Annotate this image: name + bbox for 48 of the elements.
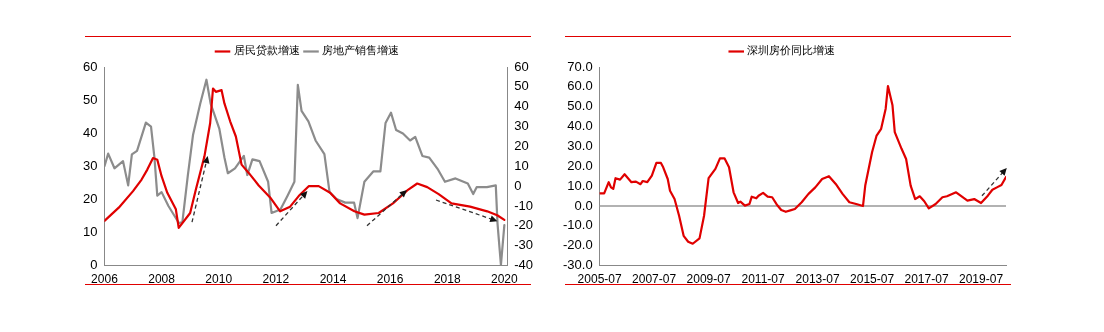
x-tick-label: 2015-07 [850,272,895,287]
x-tick-label: 2017-07 [904,272,949,287]
legend-label: 房地产销售增速 [322,44,399,58]
x-tick-label: 2006 [91,272,119,287]
y-tick-label: 20.0 [567,157,593,173]
x-tick-label: 2009-07 [686,272,731,287]
y-tick-label: -30.0 [562,257,593,273]
y2-tick-label: -30 [514,237,534,253]
x-tick-label: 2019-07 [959,272,1004,287]
y-tick-label: 60 [82,58,98,74]
y2-tick-label: -40 [514,257,534,273]
y-tick-label: 50 [82,91,98,107]
y-tick-label: -20.0 [562,237,593,253]
y-tick-label: 10 [82,224,98,240]
x-tick-label: 2007-07 [632,272,677,287]
legend-label: 深圳房价同比增速 [747,44,836,58]
y2-tick-label: 20 [514,138,529,154]
x-tick-label: 2016 [376,272,404,287]
x-tick-label: 2014 [319,272,347,287]
y-tick-label: 40 [82,124,98,140]
x-tick-label: 2008 [148,272,176,287]
y-tick-label: 0 [90,257,98,273]
x-tick-label: 2012 [262,272,290,287]
y-tick-label: 70.0 [567,58,593,74]
x-tick-label: 2013-07 [795,272,840,287]
y-tick-label: 30.0 [567,138,593,154]
y-tick-label: 60.0 [567,78,593,94]
y-tick-label: 40.0 [567,118,593,134]
y2-tick-label: -10 [514,197,534,213]
y2-tick-label: -20 [514,217,534,233]
y2-tick-label: 40 [514,98,529,114]
y-tick-label: 50.0 [567,98,593,114]
x-tick-label: 2010 [205,272,233,287]
y2-tick-label: 0 [514,177,522,193]
x-tick-label: 2005-07 [577,272,622,287]
x-tick-label: 2018 [433,272,461,287]
y-tick-label: 0.0 [574,197,593,213]
y-tick-label: 10.0 [567,177,593,193]
legend-label: 居民贷款增速 [233,44,300,58]
y2-tick-label: 60 [514,58,529,74]
y2-tick-label: 10 [514,157,529,173]
y-tick-label: 20 [82,190,98,206]
y-tick-label: -10.0 [562,217,593,233]
y-tick-label: 30 [82,157,98,173]
y2-tick-label: 30 [514,118,529,134]
y2-tick-label: 50 [514,78,529,94]
x-tick-label: 2020 [491,272,519,287]
x-tick-label: 2011-07 [741,272,785,287]
